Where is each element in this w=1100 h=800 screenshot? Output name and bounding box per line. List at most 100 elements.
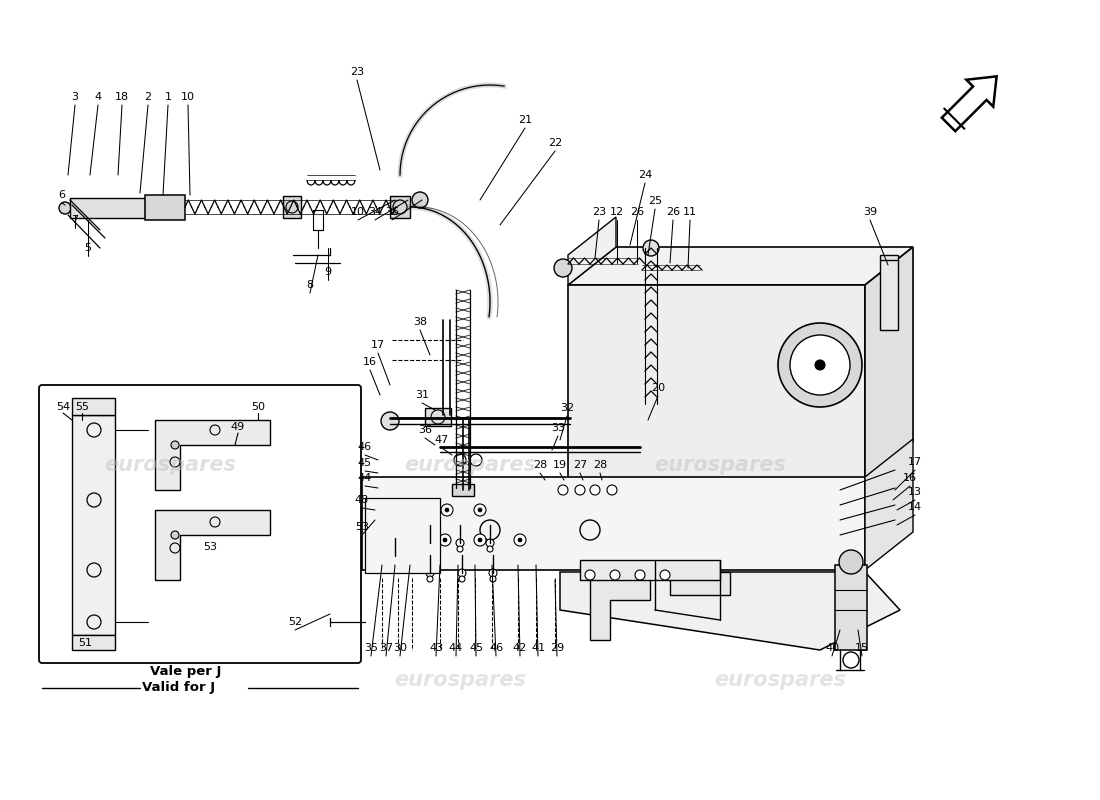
Text: 47: 47 bbox=[434, 435, 449, 445]
Circle shape bbox=[478, 538, 482, 542]
Text: 27: 27 bbox=[573, 460, 587, 470]
Text: 55: 55 bbox=[75, 402, 89, 412]
Text: Vale per J: Vale per J bbox=[150, 666, 221, 678]
Polygon shape bbox=[155, 510, 270, 580]
Bar bbox=[835, 565, 867, 650]
Circle shape bbox=[487, 546, 493, 552]
Text: 29: 29 bbox=[550, 643, 564, 653]
Circle shape bbox=[170, 441, 179, 449]
Text: 28: 28 bbox=[593, 460, 607, 470]
Text: 24: 24 bbox=[638, 170, 652, 180]
Text: 25: 25 bbox=[648, 196, 662, 206]
Circle shape bbox=[585, 570, 595, 580]
Text: 45: 45 bbox=[358, 458, 372, 468]
Text: 26: 26 bbox=[666, 207, 680, 217]
Text: 48: 48 bbox=[355, 495, 370, 505]
Circle shape bbox=[170, 531, 179, 539]
Polygon shape bbox=[362, 477, 865, 570]
Text: 23: 23 bbox=[350, 67, 364, 77]
Polygon shape bbox=[670, 572, 730, 595]
Bar bbox=[880, 255, 898, 330]
Polygon shape bbox=[568, 285, 865, 480]
Text: 18: 18 bbox=[114, 92, 129, 102]
Circle shape bbox=[441, 504, 453, 516]
Text: 41: 41 bbox=[531, 643, 546, 653]
Polygon shape bbox=[865, 439, 913, 570]
Text: 51: 51 bbox=[78, 638, 92, 648]
Polygon shape bbox=[72, 415, 116, 635]
Text: 39: 39 bbox=[862, 207, 877, 217]
Polygon shape bbox=[942, 76, 997, 131]
Polygon shape bbox=[568, 217, 616, 285]
Polygon shape bbox=[70, 198, 145, 218]
Text: 1: 1 bbox=[165, 92, 172, 102]
Circle shape bbox=[439, 534, 451, 546]
Circle shape bbox=[590, 485, 600, 495]
Text: 49: 49 bbox=[231, 422, 245, 432]
Circle shape bbox=[778, 323, 862, 407]
Circle shape bbox=[839, 550, 864, 574]
Text: 40: 40 bbox=[825, 643, 839, 653]
Circle shape bbox=[478, 508, 482, 512]
Text: 53: 53 bbox=[355, 522, 368, 532]
Text: 37: 37 bbox=[378, 643, 393, 653]
Circle shape bbox=[427, 546, 433, 552]
Text: 2: 2 bbox=[144, 92, 152, 102]
Text: 34: 34 bbox=[367, 207, 382, 217]
Text: 6: 6 bbox=[58, 190, 66, 200]
Text: 36: 36 bbox=[385, 207, 399, 217]
Text: 21: 21 bbox=[518, 115, 532, 125]
Text: eurospares: eurospares bbox=[654, 455, 785, 475]
Circle shape bbox=[426, 539, 434, 547]
Text: 38: 38 bbox=[412, 317, 427, 327]
Circle shape bbox=[412, 192, 428, 208]
Text: 4: 4 bbox=[95, 92, 101, 102]
Text: 8: 8 bbox=[307, 280, 314, 290]
Text: 12: 12 bbox=[609, 207, 624, 217]
Text: 44: 44 bbox=[449, 643, 463, 653]
Text: 30: 30 bbox=[393, 643, 407, 653]
Circle shape bbox=[59, 202, 72, 214]
FancyBboxPatch shape bbox=[39, 385, 361, 663]
Text: 16: 16 bbox=[903, 473, 917, 483]
Circle shape bbox=[815, 360, 825, 370]
Circle shape bbox=[411, 538, 415, 542]
Text: eurospares: eurospares bbox=[394, 670, 526, 690]
Text: 53: 53 bbox=[204, 542, 217, 552]
Circle shape bbox=[443, 538, 447, 542]
Text: 31: 31 bbox=[415, 390, 429, 400]
Polygon shape bbox=[560, 572, 900, 650]
Circle shape bbox=[409, 504, 421, 516]
Bar bbox=[452, 484, 474, 496]
Circle shape bbox=[610, 570, 620, 580]
Bar bbox=[283, 196, 301, 218]
Circle shape bbox=[392, 559, 398, 565]
Bar bbox=[314, 210, 323, 230]
Circle shape bbox=[474, 504, 486, 516]
Text: 42: 42 bbox=[513, 643, 527, 653]
Circle shape bbox=[407, 534, 419, 546]
Text: 20: 20 bbox=[651, 383, 666, 393]
Circle shape bbox=[458, 569, 466, 577]
Circle shape bbox=[514, 534, 526, 546]
Circle shape bbox=[518, 538, 522, 542]
Polygon shape bbox=[155, 420, 270, 490]
Circle shape bbox=[426, 569, 434, 577]
Text: 9: 9 bbox=[324, 267, 331, 277]
Circle shape bbox=[390, 552, 399, 560]
Text: 54: 54 bbox=[56, 402, 70, 412]
Circle shape bbox=[459, 576, 465, 582]
Text: 28: 28 bbox=[532, 460, 547, 470]
Polygon shape bbox=[568, 247, 913, 285]
Polygon shape bbox=[72, 398, 116, 415]
Circle shape bbox=[607, 485, 617, 495]
Circle shape bbox=[558, 485, 568, 495]
Text: 44: 44 bbox=[358, 473, 372, 483]
Circle shape bbox=[427, 576, 433, 582]
Circle shape bbox=[660, 570, 670, 580]
Circle shape bbox=[644, 240, 659, 256]
Circle shape bbox=[490, 576, 496, 582]
Text: 32: 32 bbox=[560, 403, 574, 413]
Text: 5: 5 bbox=[85, 243, 91, 253]
Text: 13: 13 bbox=[908, 487, 922, 497]
